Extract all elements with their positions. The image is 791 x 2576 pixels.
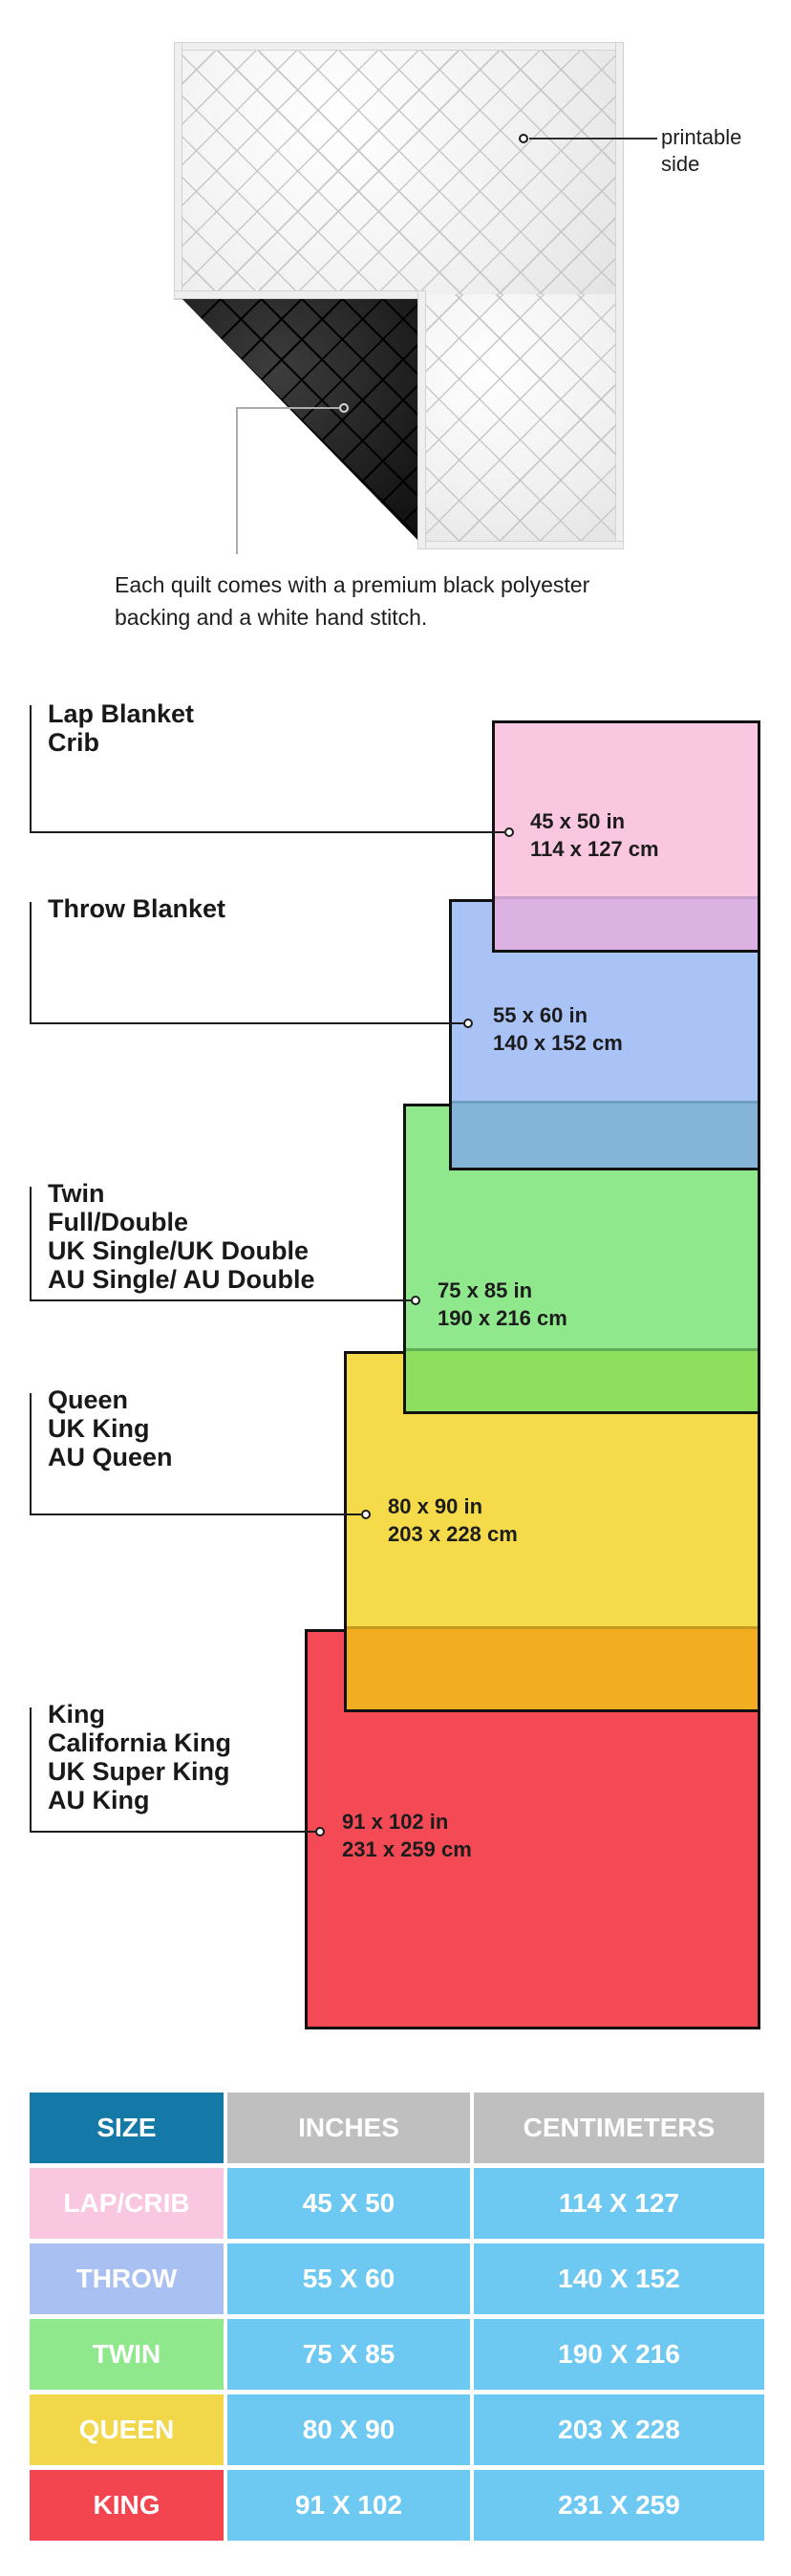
table-header-inches: INCHES (227, 2093, 470, 2163)
size-label-group-queen: Queen UK King AU Queen (48, 1385, 173, 1471)
table-row-lap-inches: 45 X 50 (227, 2168, 470, 2239)
backing-leader-horizontal (237, 407, 339, 409)
size-rect-lap-crib (492, 720, 760, 953)
size-label-line: Throw Blanket (48, 894, 226, 923)
size-label-line: Queen (48, 1385, 129, 1414)
backing-leader-vertical (236, 407, 238, 554)
printable-side-label: printable side (661, 124, 741, 178)
table-row-queen-cm: 203 X 228 (474, 2394, 764, 2465)
size-label-line: AU Single/ AU Double (48, 1265, 315, 1294)
quilt-binding-bottom (423, 541, 624, 549)
leader-twin-vertical (30, 1187, 32, 1299)
quilt-front-top (179, 46, 620, 296)
quilt-binding-fold-vertical (417, 290, 426, 549)
dim-inches: 80 x 90 in (388, 1494, 483, 1518)
size-label-line: King (48, 1700, 105, 1728)
overlap-band-queen-king (347, 1626, 758, 1709)
quilt-caption-line2: backing and a white hand stitch. (115, 605, 428, 630)
quilt-caption-line1: Each quilt comes with a premium black po… (115, 572, 590, 597)
quilt-caption: Each quilt comes with a premium black po… (115, 569, 589, 633)
quilt-back-fold (181, 297, 421, 544)
size-label-line: Crib (48, 728, 99, 757)
printable-side-label-line2: side (661, 152, 700, 176)
leader-king-vertical (30, 1707, 32, 1831)
table-row-lap-label: LAP/CRIB (30, 2168, 224, 2239)
table-row-throw-inches: 55 X 60 (227, 2243, 470, 2314)
leader-throw-vertical (30, 902, 32, 1022)
quilt-binding-fold-horizontal (174, 290, 426, 299)
leader-lap-vertical (30, 705, 32, 831)
size-label-line: Twin (48, 1179, 105, 1208)
dim-inches: 45 x 50 in (530, 809, 626, 833)
size-label-group-king: King California King UK Super King AU Ki… (48, 1700, 231, 1814)
dim-label-lap-crib: 45 x 50 in 114 x 127 cm (530, 807, 659, 863)
dim-inches: 55 x 60 in (493, 1003, 588, 1027)
table-row-king-inches: 91 X 102 (227, 2470, 470, 2541)
table-row-king-label: KING (30, 2470, 224, 2541)
quilt-binding-right (615, 42, 624, 549)
size-label-group-throw: Throw Blanket (48, 894, 225, 923)
leader-twin-horizontal (30, 1299, 411, 1301)
dim-label-twin: 75 x 85 in 190 x 216 cm (438, 1277, 567, 1332)
table-row-queen-label: QUEEN (30, 2394, 224, 2465)
size-label-group-twin: Twin Full/Double UK Single/UK Double AU … (48, 1179, 315, 1294)
table-row-throw-label: THROW (30, 2243, 224, 2314)
size-label-line: California King (48, 1728, 232, 1757)
overlap-band-lap-throw (495, 896, 758, 950)
table-header-size: SIZE (30, 2093, 224, 2163)
leader-queen-horizontal (30, 1513, 361, 1515)
table-row-twin-inches: 75 X 85 (227, 2319, 470, 2390)
table-row-twin-cm: 190 X 216 (474, 2319, 764, 2390)
backing-dot (339, 403, 349, 413)
table-row-queen-inches: 80 X 90 (227, 2394, 470, 2465)
leader-twin-dot (411, 1296, 420, 1305)
leader-throw-dot (463, 1019, 473, 1028)
overlap-band-twin-queen (406, 1348, 758, 1411)
leader-throw-horizontal (30, 1022, 463, 1024)
leader-king-horizontal (30, 1831, 315, 1833)
dim-cm: 231 x 259 cm (342, 1837, 472, 1861)
leader-queen-dot (361, 1510, 371, 1519)
leader-lap-horizontal (30, 831, 504, 833)
leader-queen-vertical (30, 1393, 32, 1513)
size-label-line: UK Single/UK Double (48, 1236, 310, 1265)
quilt-binding-top (174, 42, 624, 51)
size-label-line: Lap Blanket (48, 699, 195, 728)
dim-inches: 91 x 102 in (342, 1810, 449, 1834)
size-label-line: AU Queen (48, 1443, 173, 1471)
dim-inches: 75 x 85 in (438, 1278, 533, 1302)
size-label-line: AU King (48, 1786, 150, 1814)
leader-lap-dot (504, 827, 514, 837)
size-label-group-lap-crib: Lap Blanket Crib (48, 699, 194, 757)
quilt-binding-left (174, 42, 182, 300)
size-label-line: UK King (48, 1414, 150, 1443)
dim-label-throw: 55 x 60 in 140 x 152 cm (493, 1001, 623, 1057)
printable-side-label-line1: printable (661, 125, 742, 149)
dim-cm: 203 x 228 cm (388, 1522, 518, 1546)
printable-side-leader-line (529, 138, 657, 140)
table-row-twin-label: TWIN (30, 2319, 224, 2390)
quilt-front-right (421, 294, 620, 545)
table-row-king-cm: 231 X 259 (474, 2470, 764, 2541)
dim-label-queen: 80 x 90 in 203 x 228 cm (388, 1492, 518, 1548)
dim-cm: 140 x 152 cm (493, 1031, 623, 1055)
table-row-throw-cm: 140 X 152 (474, 2243, 764, 2314)
printable-side-dot (519, 134, 528, 143)
table-header-centimeters: CENTIMETERS (474, 2093, 764, 2163)
dim-cm: 114 x 127 cm (530, 837, 659, 861)
leader-king-dot (315, 1827, 325, 1836)
size-label-line: Full/Double (48, 1208, 188, 1236)
overlap-band-throw-twin (452, 1101, 758, 1168)
table-row-lap-cm: 114 X 127 (474, 2168, 764, 2239)
dim-label-king: 91 x 102 in 231 x 259 cm (342, 1808, 472, 1863)
size-label-line: UK Super King (48, 1757, 230, 1786)
dim-cm: 190 x 216 cm (438, 1306, 567, 1330)
